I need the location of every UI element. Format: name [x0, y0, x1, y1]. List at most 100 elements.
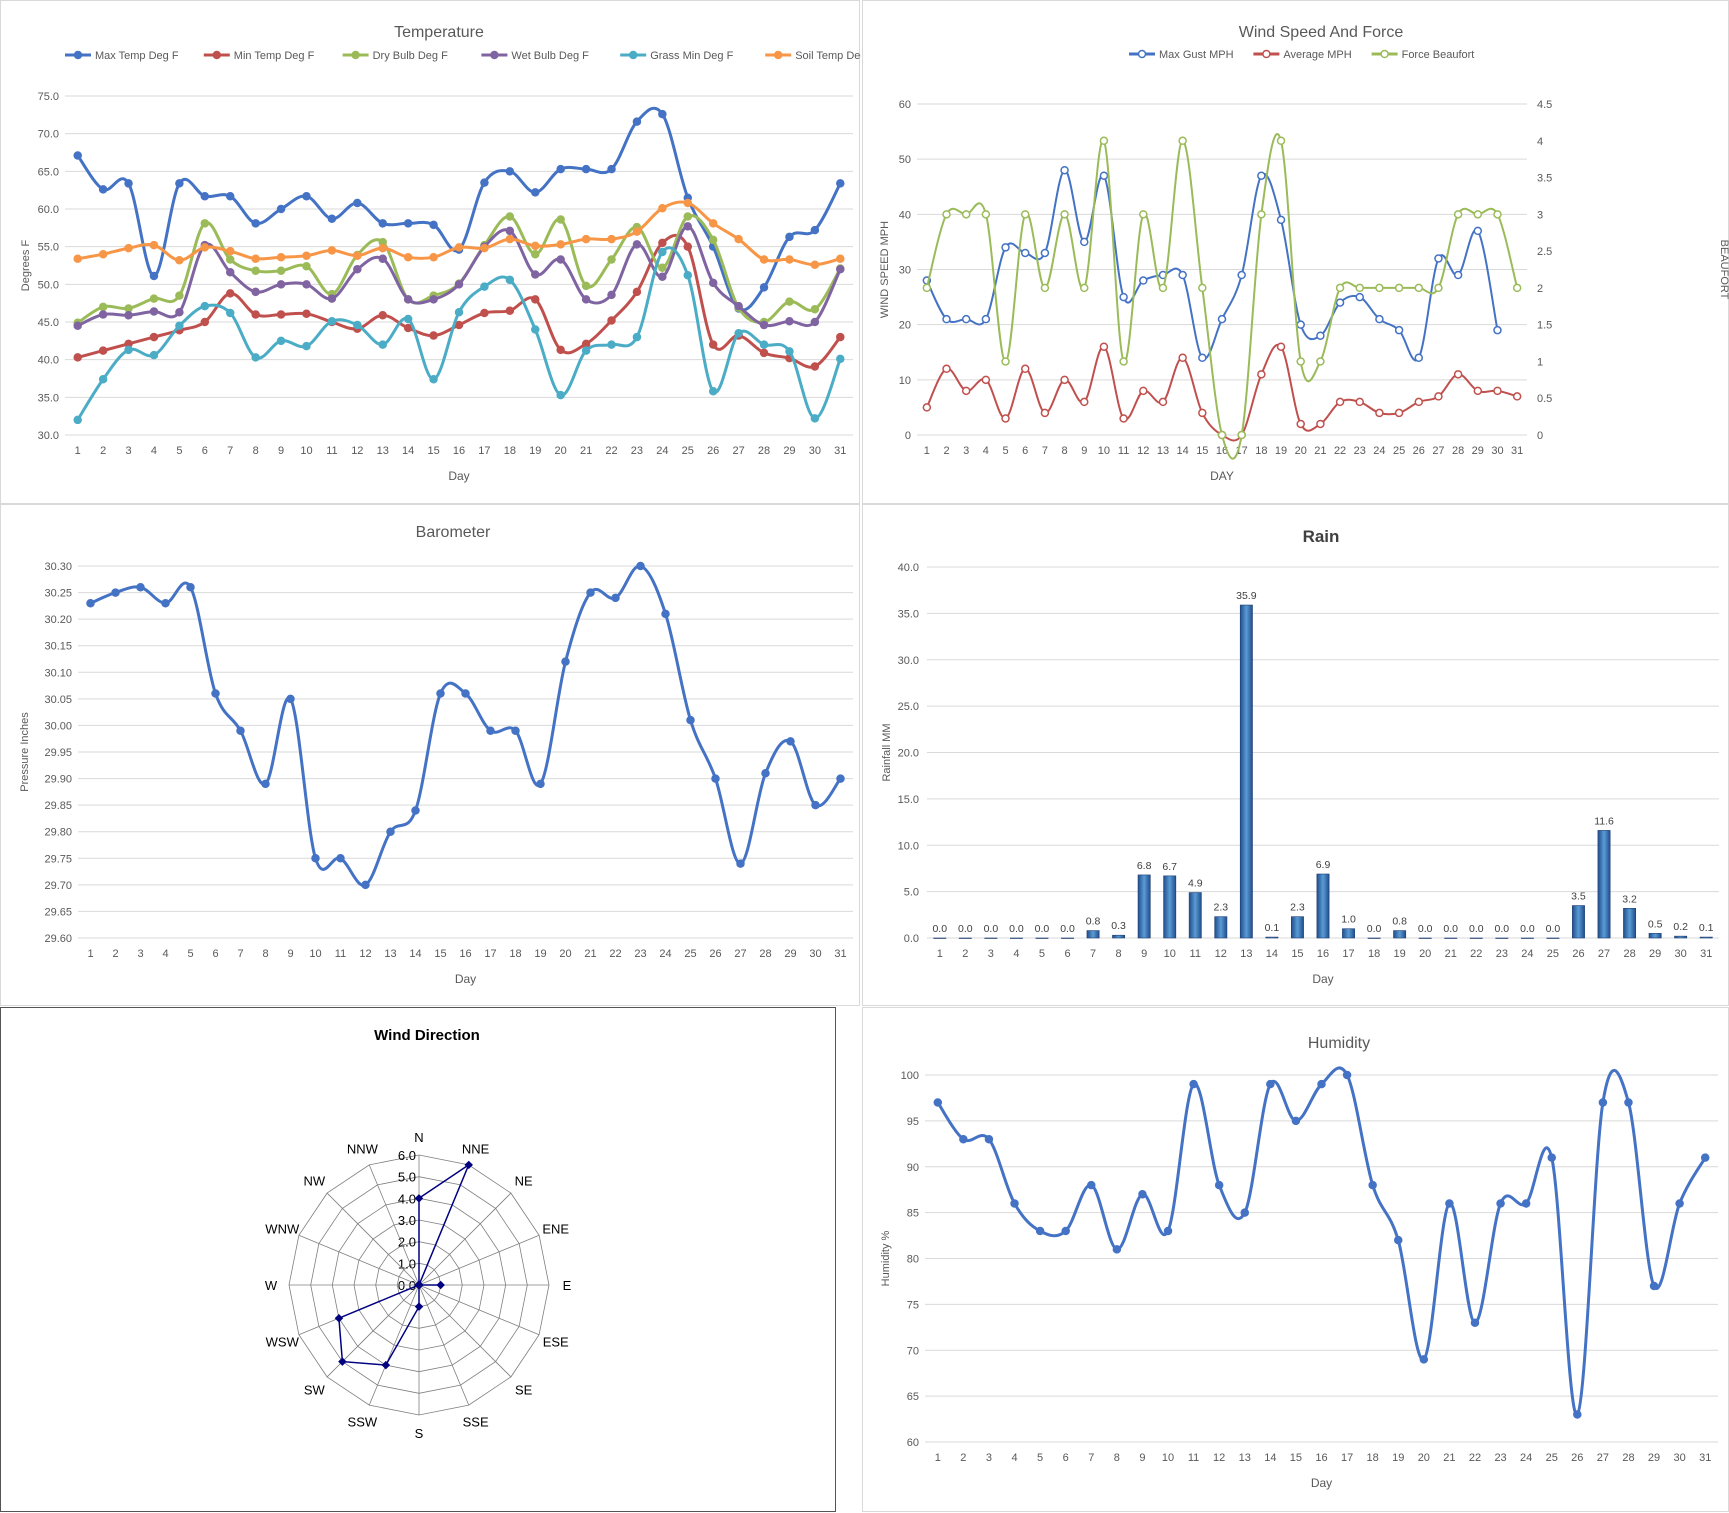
data-label: 0.5 — [1648, 918, 1663, 930]
legend-marker — [351, 50, 360, 60]
data-point — [302, 191, 311, 201]
data-point — [632, 117, 642, 126]
rain-bar — [1418, 937, 1432, 939]
data-label: 0.8 — [1392, 916, 1407, 928]
data-point — [586, 588, 595, 597]
x-tick-label: 1 — [87, 948, 93, 960]
legend-entry: Wet Bulb Deg F — [511, 50, 589, 62]
y-axis-label: Pressure Inches — [19, 712, 31, 792]
y2-tick-label: 0.5 — [1537, 393, 1552, 405]
y-tick-label: 55.0 — [38, 242, 59, 254]
data-point — [531, 295, 540, 304]
data-point — [933, 1098, 943, 1107]
x-tick-label: 2 — [962, 948, 968, 960]
data-point — [661, 609, 670, 619]
data-point — [1119, 414, 1128, 423]
legend-marker — [1380, 49, 1389, 59]
rain-bar — [1112, 934, 1126, 939]
data-point — [175, 321, 184, 331]
x-tick-label: 20 — [1295, 445, 1307, 457]
legend-entry: Average MPH — [1283, 49, 1351, 61]
y-tick-label: 25.0 — [898, 701, 919, 713]
data-point — [211, 689, 220, 698]
data-point — [708, 278, 718, 288]
data-point — [785, 255, 794, 264]
y-tick-label: 65 — [907, 1391, 919, 1403]
y2-axis-label: BEAUFORT — [1718, 240, 1729, 300]
x-tick-label: 17 — [484, 948, 496, 960]
data-point — [334, 1313, 344, 1323]
data-point — [454, 307, 464, 317]
x-tick-label: 18 — [504, 445, 516, 457]
y-tick-label: 30.0 — [38, 430, 59, 442]
data-label: 4.9 — [1188, 878, 1203, 890]
x-tick-label: 25 — [1546, 1452, 1558, 1464]
data-point — [581, 234, 591, 244]
x-axis-label: DAY — [1210, 469, 1234, 483]
rain-bar — [1623, 908, 1637, 939]
legend-entry: Soil Temp Deg F — [795, 50, 861, 62]
r-tick-label: 1.0 — [398, 1256, 416, 1271]
data-point — [327, 294, 337, 303]
direction-label: WSW — [266, 1335, 300, 1350]
data-point — [711, 774, 720, 783]
y2-tick-label: 1 — [1537, 356, 1543, 368]
direction-label: NNW — [347, 1141, 379, 1156]
data-point — [683, 222, 693, 231]
data-point — [1434, 283, 1443, 293]
y-tick-label: 60 — [899, 99, 911, 111]
x-tick-label: 1 — [935, 1452, 941, 1464]
data-point — [1335, 298, 1345, 307]
data-point — [327, 246, 337, 255]
x-tick-label: 6 — [1063, 1452, 1069, 1464]
data-point — [286, 694, 295, 704]
data-label: 0.0 — [1035, 923, 1050, 935]
rain-bar — [1061, 937, 1074, 939]
data-label: 2.3 — [1214, 902, 1229, 914]
data-point — [276, 266, 286, 276]
wind-speed-chart: Wind Speed And Force 0 10 20 30 40 50 60 0 0.5 1 1.… — [862, 0, 1729, 504]
data-point — [632, 332, 642, 342]
x-tick-label: 15 — [1196, 445, 1208, 457]
data-point — [149, 307, 159, 316]
data-point — [1119, 292, 1128, 302]
rain-bar — [1035, 937, 1049, 939]
data-label: 1.0 — [1341, 914, 1356, 926]
rain-bar — [1086, 930, 1100, 939]
y-tick-label: 29.60 — [44, 933, 72, 945]
data-point — [658, 247, 667, 257]
data-point — [302, 341, 311, 351]
data-point — [1138, 1190, 1147, 1199]
data-point — [251, 310, 260, 319]
x-tick-label: 18 — [1368, 948, 1380, 960]
data-point — [1257, 370, 1266, 379]
data-point — [1291, 1116, 1301, 1126]
rain-bar — [1597, 830, 1611, 939]
y-tick-label: 10.0 — [898, 840, 919, 852]
x-tick-label: 6 — [1064, 948, 1070, 960]
x-tick-label: 17 — [478, 445, 490, 457]
data-point — [225, 191, 235, 201]
y-tick-label: 30.25 — [44, 588, 72, 600]
data-point — [1473, 226, 1483, 236]
data-point — [251, 219, 260, 228]
data-point — [464, 1160, 473, 1170]
y-tick-label: 80 — [907, 1254, 919, 1266]
x-tick-label: 26 — [1413, 445, 1425, 457]
chart-title: Rain — [1303, 527, 1340, 546]
data-point — [981, 210, 991, 219]
x-tick-label: 26 — [707, 445, 719, 457]
y-tick-label: 30.05 — [44, 694, 72, 706]
x-tick-label: 19 — [1275, 445, 1287, 457]
data-point — [836, 254, 845, 263]
data-point — [922, 283, 932, 293]
legend-entry: Max Temp Deg F — [95, 50, 179, 62]
legend-entry: Min Temp Deg F — [234, 50, 315, 62]
x-tick-label: 30 — [1675, 948, 1687, 960]
x-tick-label: 2 — [960, 1452, 966, 1464]
data-point — [810, 260, 820, 269]
data-point — [607, 164, 616, 174]
y-tick-label: 75 — [907, 1299, 919, 1311]
data-point — [225, 255, 235, 264]
data-label: 35.9 — [1236, 590, 1257, 602]
